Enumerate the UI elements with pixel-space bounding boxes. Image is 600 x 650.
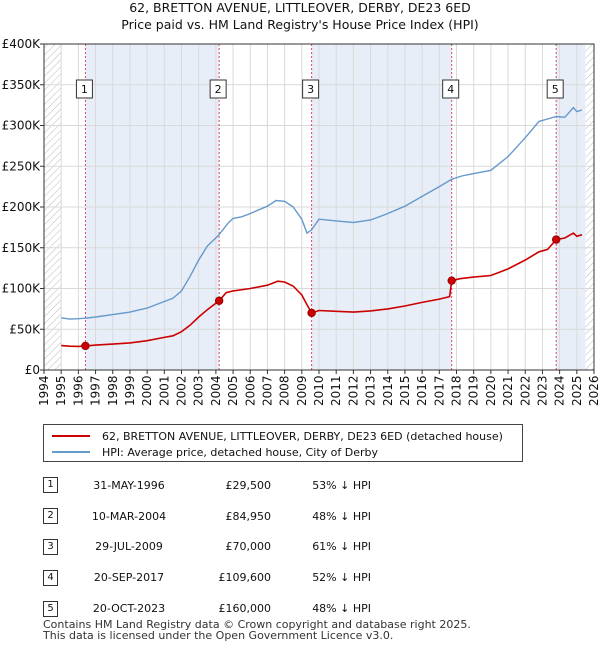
legend-item-hpi: HPI: Average price, detached house, City… xyxy=(52,445,378,459)
x-tick-label: 2014 xyxy=(381,375,395,406)
sale-date: 20-SEP-2017 xyxy=(93,571,165,585)
sale-hpi-diff: 52% ↓ HPI xyxy=(312,571,371,585)
x-tick-label: 2015 xyxy=(398,375,412,406)
x-tick-label: 2017 xyxy=(432,375,446,406)
x-tick-label: 2003 xyxy=(192,375,206,406)
footer-attribution: Contains HM Land Registry data © Crown c… xyxy=(43,619,471,641)
table-row: 2 10-MAR-2004 £84,950 48% ↓ HPI xyxy=(43,501,371,532)
chart-legend: 62, BRETTON AVENUE, LITTLEOVER, DERBY, D… xyxy=(43,424,523,462)
table-row: 4 20-SEP-2017 £109,600 52% ↓ HPI xyxy=(43,562,371,593)
x-tick-label: 2023 xyxy=(535,375,549,406)
x-tick-label: 2026 xyxy=(587,375,600,406)
x-tick-label: 2002 xyxy=(175,375,189,406)
y-tick-label: £300K xyxy=(2,119,42,133)
sale-price: £29,500 xyxy=(225,478,272,492)
sale-price: £84,950 xyxy=(225,509,272,523)
x-tick-label: 1996 xyxy=(71,375,85,406)
chart-subtitle: Price paid vs. HM Land Registry's House … xyxy=(121,17,478,32)
legend-label-hpi: HPI: Average price, detached house, City… xyxy=(102,445,379,459)
sale-marker-label: 2 xyxy=(215,83,222,96)
sale-date: 20-OCT-2023 xyxy=(92,602,166,616)
sale-hpi-diff: 53% ↓ HPI xyxy=(312,478,371,492)
sale-marker-box xyxy=(442,79,460,99)
sale-point xyxy=(551,235,561,244)
sale-price: £70,000 xyxy=(225,540,272,554)
sale-point xyxy=(307,308,316,318)
footer-licence: This data is licensed under the Open Gov… xyxy=(43,629,394,642)
x-tick-label: 2025 xyxy=(570,375,584,406)
y-tick-label: £150K xyxy=(2,241,42,255)
x-tick-label: 2019 xyxy=(467,375,481,406)
x-tick-label: 2010 xyxy=(312,375,326,406)
x-tick-label: 2004 xyxy=(209,375,223,406)
sale-marker-label: 3 xyxy=(307,83,314,96)
x-tick-label: 2009 xyxy=(295,375,309,406)
sale-price: £160,000 xyxy=(218,602,272,616)
table-row: 1 31-MAY-1996 £29,500 53% ↓ HPI xyxy=(43,470,371,501)
sale-hpi-diff: 61% ↓ HPI xyxy=(312,540,371,554)
transactions-table: 1 31-MAY-1996 £29,500 53% ↓ HPI 2 10-MAR… xyxy=(43,470,371,624)
legend-item-property: 62, BRETTON AVENUE, LITTLEOVER, DERBY, D… xyxy=(52,429,503,443)
sale-hpi-diff: 48% ↓ HPI xyxy=(312,509,371,523)
y-tick-label: £200K xyxy=(2,200,42,214)
y-tick-label: £400K xyxy=(2,37,42,51)
sale-marker-label: 5 xyxy=(552,83,559,96)
x-tick-label: 1999 xyxy=(123,375,137,406)
x-tick-label: 2022 xyxy=(518,375,532,406)
y-tick-label: £350K xyxy=(2,78,42,92)
table-row: 3 29-JUL-2009 £70,000 61% ↓ HPI xyxy=(43,532,371,563)
x-tick-label: 2013 xyxy=(364,375,378,406)
x-tick-label: 1997 xyxy=(89,375,103,406)
y-tick-label: £250K xyxy=(2,159,42,173)
x-tick-label: 2007 xyxy=(260,375,274,406)
sale-number-badge: 1 xyxy=(43,477,58,494)
sale-marker-label: 4 xyxy=(447,83,454,96)
y-tick-label: £0 xyxy=(25,363,40,377)
sale-number-badge: 3 xyxy=(43,538,58,555)
sale-marker-box xyxy=(302,79,320,99)
y-tick-label: £50K xyxy=(9,322,41,336)
sale-price: £109,600 xyxy=(218,571,272,585)
chart-title: 62, BRETTON AVENUE, LITTLEOVER, DERBY, D… xyxy=(129,0,471,15)
sale-date: 29-JUL-2009 xyxy=(95,540,163,554)
sale-number-badge: 5 xyxy=(43,600,58,617)
x-tick-label: 2012 xyxy=(346,375,360,406)
sale-marker-box xyxy=(546,79,564,99)
x-tick-label: 2021 xyxy=(501,375,515,406)
x-tick-label: 2011 xyxy=(329,375,343,406)
sale-marker-box xyxy=(209,79,227,99)
sale-number-badge: 4 xyxy=(43,569,58,586)
x-tick-label: 2005 xyxy=(226,375,240,406)
x-tick-label: 2001 xyxy=(157,375,171,406)
sale-marker-box xyxy=(75,79,93,99)
sale-number-badge: 2 xyxy=(43,508,58,525)
legend-label-property: 62, BRETTON AVENUE, LITTLEOVER, DERBY, D… xyxy=(102,429,503,443)
x-tick-label: 1994 xyxy=(37,375,51,406)
x-tick-label: 2018 xyxy=(450,375,464,406)
x-tick-label: 2006 xyxy=(243,375,257,406)
series-line-property xyxy=(61,232,583,348)
price-chart: 62, BRETTON AVENUE, LITTLEOVER, DERBY, D… xyxy=(2,0,600,406)
x-tick-label: 2000 xyxy=(140,375,154,406)
x-tick-label: 2008 xyxy=(278,375,292,406)
table-row: 5 20-OCT-2023 £160,000 48% ↓ HPI xyxy=(43,593,371,624)
y-tick-label: £100K xyxy=(2,282,42,296)
sale-date: 10-MAR-2004 xyxy=(91,509,167,523)
footer-copyright: Contains HM Land Registry data © Crown c… xyxy=(43,618,471,631)
sale-hpi-diff: 48% ↓ HPI xyxy=(312,602,371,616)
x-tick-label: 2024 xyxy=(553,375,567,406)
sale-date: 31-MAY-1996 xyxy=(93,478,165,492)
x-tick-label: 1995 xyxy=(54,375,68,406)
x-tick-label: 2020 xyxy=(484,375,498,406)
x-tick-label: 1998 xyxy=(106,375,120,406)
series-line-hpi xyxy=(61,106,583,320)
legend-swatch-hpi xyxy=(52,451,90,453)
sale-marker-label: 1 xyxy=(81,83,88,96)
x-tick-label: 2016 xyxy=(415,375,429,406)
sale-point xyxy=(447,276,456,285)
sale-point xyxy=(81,341,90,351)
sale-point xyxy=(214,296,224,305)
legend-swatch-property xyxy=(52,435,90,437)
